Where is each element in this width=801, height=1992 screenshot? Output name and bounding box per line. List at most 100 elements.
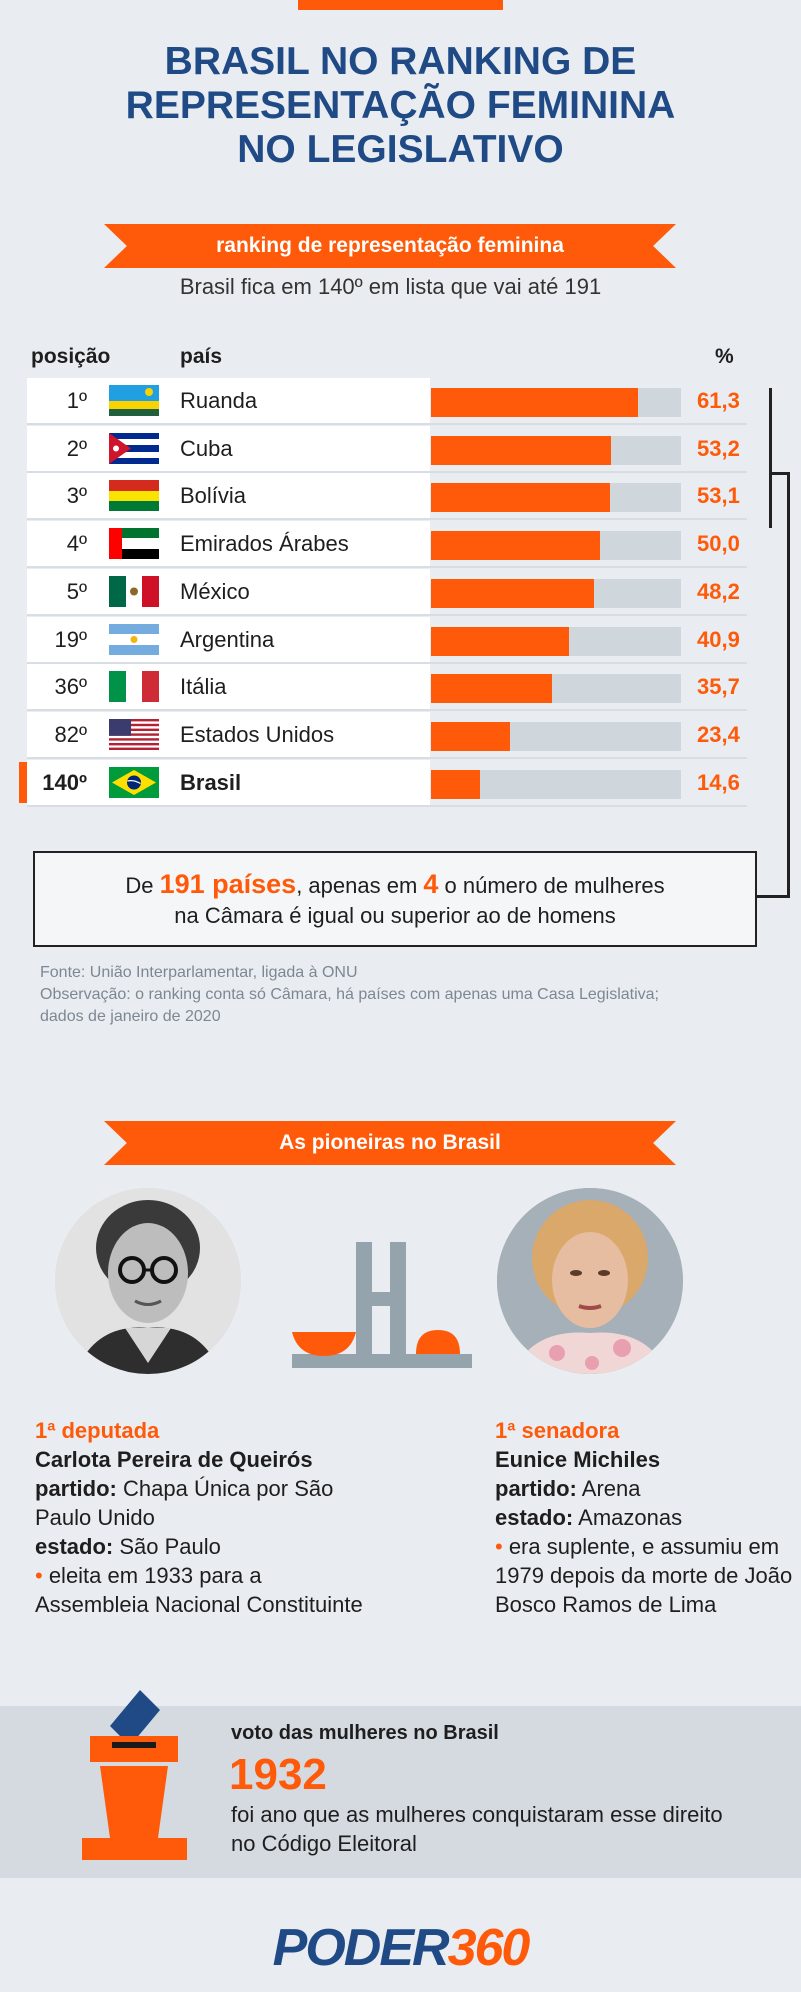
row-percent: 23,4 [697, 721, 740, 747]
state-label: estado: [35, 1534, 114, 1559]
callout-box: De 191 países, apenas em 4 o número de m… [33, 851, 757, 947]
portrait-eunice [497, 1188, 683, 1374]
source-notes: Fonte: União Interparlamentar, ligada à … [40, 962, 760, 1028]
source-line: Fonte: União Interparlamentar, ligada à … [40, 964, 358, 981]
bar-track [431, 626, 681, 656]
row-percent: 35,7 [697, 674, 740, 700]
bar-fill [431, 388, 638, 417]
row-background [27, 711, 430, 757]
row-background [27, 521, 430, 567]
callout-number-countries: 191 países [159, 869, 297, 899]
pioneer-party: partido: Chapa Única por São Paulo Unido [35, 1474, 365, 1532]
table-row: 2º Cuba 53,2 [27, 425, 747, 473]
row-position: 82º [54, 721, 87, 747]
row-percent: 53,2 [697, 435, 740, 461]
pioneer-role: 1ª senadora [495, 1418, 620, 1443]
row-divider [27, 518, 747, 521]
top-accent-bar [298, 0, 503, 10]
rwanda-flag [109, 385, 159, 416]
row-background [27, 378, 430, 423]
callout-text: o número de mulheres [438, 873, 665, 898]
bracket-line [769, 388, 772, 528]
logo-part-1: PODER [272, 1919, 450, 1977]
row-percent: 61,3 [697, 388, 740, 413]
row-divider [27, 566, 747, 569]
bar-track [431, 721, 681, 751]
bar-fill [431, 578, 594, 608]
row-country: México [180, 578, 250, 604]
vote-year: 1932 [229, 1750, 327, 1799]
bar-track [431, 674, 681, 704]
row-background [27, 616, 430, 662]
row-percent: 40,9 [697, 626, 740, 652]
table-row: 36º Itália 35,7 [27, 664, 747, 712]
bar-track [431, 531, 681, 561]
bar-fill [431, 769, 480, 799]
mexico-flag [109, 575, 159, 607]
table-row: 5º México 48,2 [27, 568, 747, 616]
column-header-percent: % [715, 345, 734, 368]
bar-fill [431, 531, 600, 561]
state-value: São Paulo [113, 1534, 221, 1559]
row-position: 140º [42, 769, 87, 795]
party-value: Chapa Única por São Paulo Unido [35, 1476, 334, 1530]
uae-flag [109, 528, 159, 560]
bar-fill [431, 674, 552, 704]
row-country: Itália [180, 674, 227, 700]
ranking-subtitle: Brasil fica em 140º em lista que vai até… [179, 274, 602, 299]
pioneer-party: partido: Arena [495, 1474, 795, 1503]
note-line: dados de janeiro de 2020 [40, 1008, 221, 1025]
party-label: partido: [35, 1476, 117, 1501]
row-background [27, 473, 430, 519]
table-row: 82º Estados Unidos 23,4 [27, 711, 747, 759]
callout-line-2: na Câmara é igual ou superior ao de home… [174, 903, 616, 928]
row-background [27, 568, 430, 614]
note-line: Observação: o ranking conta só Câmara, h… [40, 986, 659, 1003]
row-country: Ruanda [180, 388, 258, 413]
table-row: 4º Emirados Árabes 50,0 [27, 521, 747, 569]
row-percent: 14,6 [697, 769, 740, 795]
bar-track [431, 388, 681, 417]
bar-track [431, 483, 681, 513]
party-value: Arena [576, 1476, 641, 1501]
ranking-ribbon: ranking de representação feminina [104, 224, 676, 268]
row-divider [27, 613, 747, 616]
row-country: Argentina [180, 626, 275, 652]
bar-fill [431, 626, 569, 656]
row-position: 2º [66, 435, 87, 461]
congress-icon [292, 1238, 472, 1381]
row-position: 36º [54, 674, 87, 700]
pioneer-name: Carlota Pereira de Queirós [35, 1447, 313, 1472]
bullet-icon: • [35, 1563, 43, 1588]
row-position: 5º [66, 578, 87, 604]
row-percent: 48,2 [697, 578, 740, 604]
ballot-box-icon [82, 1688, 187, 1865]
row-country: Estados Unidos [180, 721, 335, 747]
bullet-icon: • [495, 1534, 503, 1559]
row-country: Bolívia [180, 483, 247, 509]
row-divider [27, 470, 747, 473]
vote-description: foi ano que as mulheres conquistaram ess… [231, 1802, 723, 1856]
row-position: 3º [66, 483, 87, 509]
title-line-2: REPRESENTAÇÃO FEMININA [125, 84, 676, 127]
row-country: Cuba [180, 435, 233, 461]
bar-track [431, 769, 681, 799]
callout-text: De [125, 873, 160, 898]
column-header-position: posição [31, 345, 111, 368]
row-percent: 50,0 [697, 531, 740, 557]
table-row: 19º Argentina 40,9 [27, 616, 747, 664]
page-title: BRASIL NO RANKING DE REPRESENTAÇÃO FEMIN… [0, 40, 801, 172]
table-row: 3º Bolívia 53,1 [27, 473, 747, 521]
bracket-connector [771, 472, 789, 475]
state-value: Amazonas [573, 1505, 683, 1530]
bar-track [431, 578, 681, 608]
row-position: 19º [54, 626, 87, 652]
note-text: eleita em 1933 para a Assembleia Naciona… [35, 1563, 363, 1617]
pioneer-role: 1ª deputada [35, 1418, 160, 1443]
pioneer-state: estado: São Paulo [35, 1532, 365, 1561]
pioneer-name: Eunice Michiles [495, 1447, 661, 1472]
vote-title: voto das mulheres no Brasil [231, 1722, 499, 1744]
row-divider [27, 709, 747, 712]
row-divider [27, 423, 747, 425]
pioneer-deputada: 1ª deputada Carlota Pereira de Queirós p… [35, 1416, 365, 1619]
